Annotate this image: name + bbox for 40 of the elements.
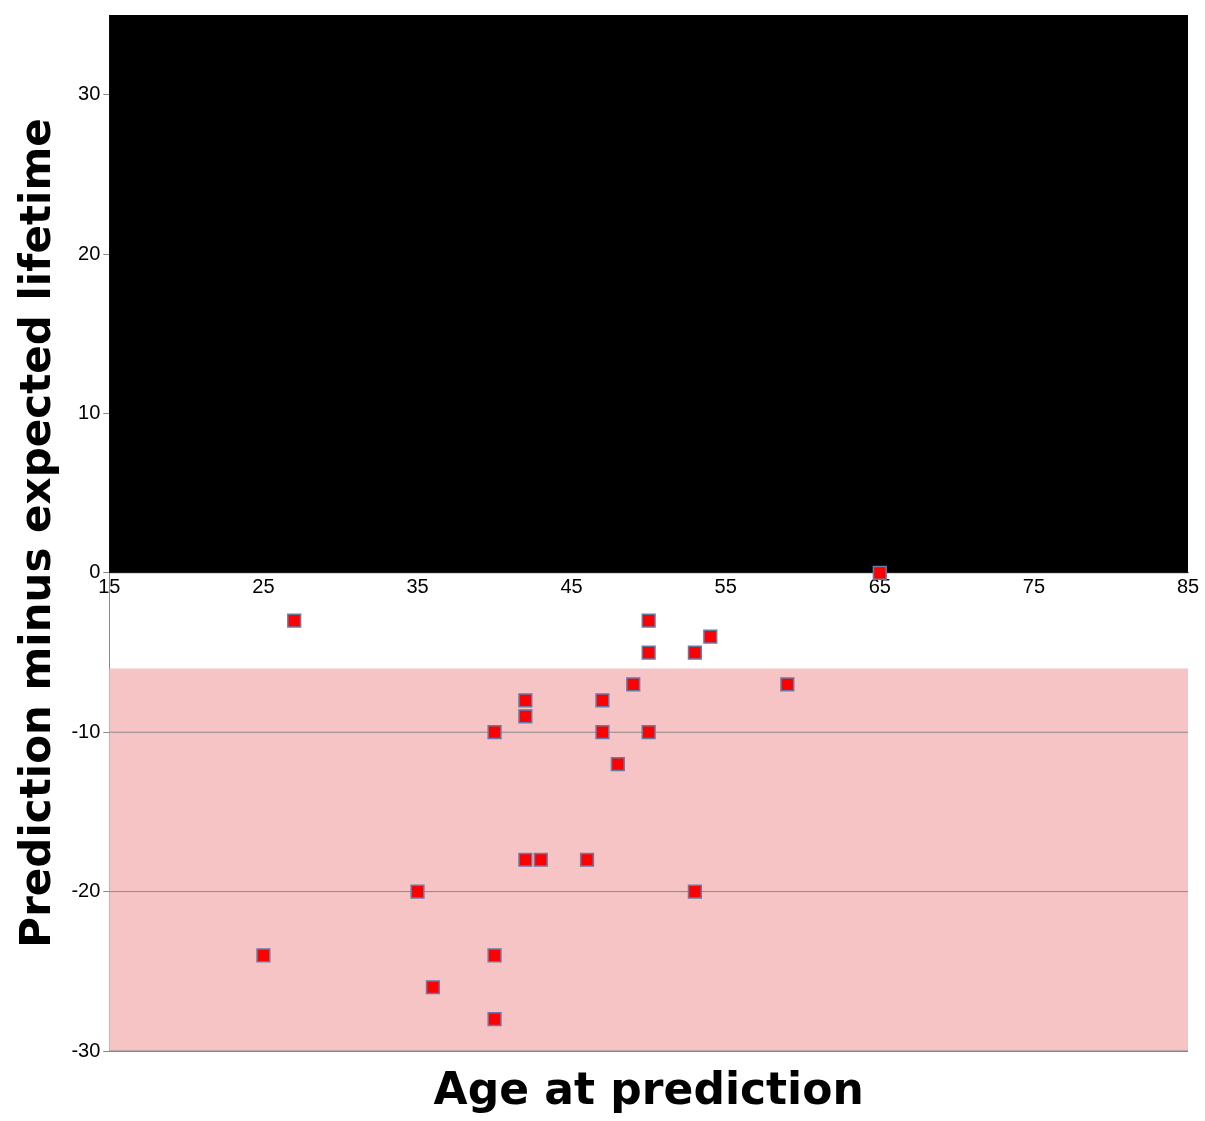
y-tick-label: -10 — [71, 719, 101, 742]
point — [703, 629, 718, 644]
point — [256, 948, 271, 963]
point — [641, 645, 656, 660]
x-tick-label: 45 — [560, 575, 583, 598]
point — [487, 1012, 502, 1027]
point — [687, 645, 702, 660]
point — [518, 852, 533, 867]
x-tick-label: 55 — [714, 575, 737, 598]
y-tick-label: -30 — [71, 1038, 101, 1061]
point — [595, 725, 610, 740]
point — [687, 884, 702, 899]
y-tick-label: 0 — [89, 560, 101, 583]
point — [287, 613, 302, 628]
point — [626, 677, 641, 692]
y-tick-label: 30 — [78, 82, 101, 105]
point — [641, 613, 656, 628]
x-tick-label: 25 — [252, 575, 275, 598]
point — [533, 852, 548, 867]
point — [487, 948, 502, 963]
point — [595, 693, 610, 708]
point — [610, 756, 625, 772]
y-tick-label: 20 — [78, 241, 101, 264]
point — [780, 677, 795, 692]
y-tick-label: 10 — [78, 400, 101, 423]
x-tick-label: 85 — [1176, 575, 1200, 598]
point — [641, 725, 656, 740]
point — [579, 852, 595, 867]
x-tick-label: 35 — [406, 575, 429, 598]
y-axis-title: Prediction minus expected lifetime — [11, 118, 61, 948]
x-axis-title: Age at prediction — [433, 1063, 864, 1115]
x-tick-label: 75 — [1022, 575, 1046, 598]
point — [872, 565, 887, 580]
point — [410, 884, 425, 899]
point — [518, 693, 533, 708]
y-tick-label: -20 — [71, 879, 101, 902]
x-tick-label: 15 — [98, 575, 121, 598]
point — [487, 725, 502, 740]
point — [518, 709, 533, 724]
point — [425, 980, 441, 995]
